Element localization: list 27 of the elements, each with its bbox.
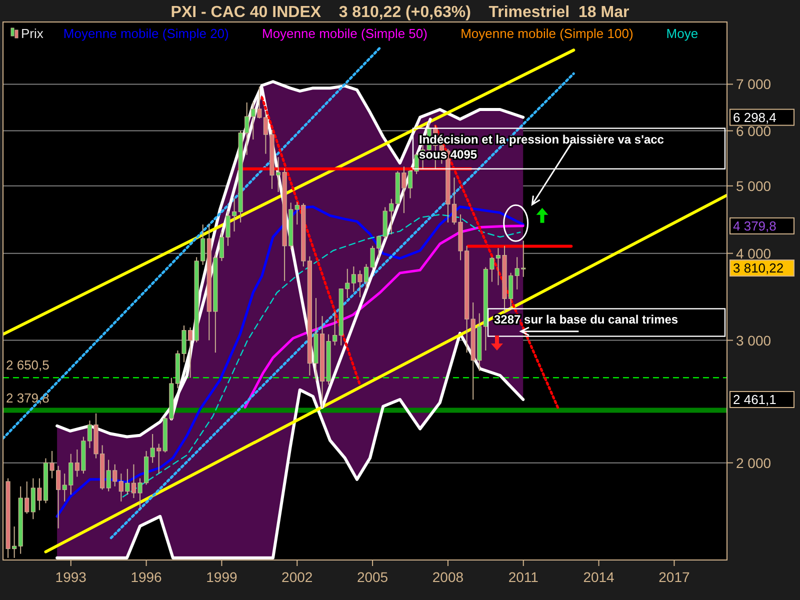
text: 3 810,22 bbox=[733, 260, 784, 276]
x-tick-label: 2005 bbox=[356, 569, 388, 585]
legend-label: Prix bbox=[21, 26, 44, 41]
x-tick-label: 2014 bbox=[583, 569, 615, 585]
y-tick-label: 5 000 bbox=[736, 178, 772, 194]
x-tick-label: 2002 bbox=[282, 569, 313, 585]
text: Moyenne mobile (Simple 20) bbox=[63, 26, 229, 41]
x-tick-label: 1999 bbox=[206, 569, 238, 585]
ref-line-label: 2 650,5 bbox=[6, 358, 50, 373]
y-tick-label: 3 000 bbox=[736, 332, 772, 348]
chart-title: PXI - CAC 40 INDEX 3 810,22 (+0,63%) Trimestriel 18 Mar bbox=[170, 4, 630, 21]
x-tick-label: 1996 bbox=[130, 569, 162, 585]
text: 4 379,8 bbox=[733, 218, 776, 234]
text: 2 461,1 bbox=[733, 392, 776, 408]
x-tick-label: 2017 bbox=[658, 569, 690, 585]
text: Moye bbox=[666, 26, 698, 41]
x-tick-label: 1993 bbox=[55, 569, 87, 585]
legend-label: Moyenne mobile (Simple 100) bbox=[460, 26, 634, 41]
line-series bbox=[56, 332, 525, 560]
y-tick-label: 4 000 bbox=[736, 245, 772, 262]
y-tick-label: 6 000 bbox=[736, 122, 772, 139]
y-tick-label: 7 000 bbox=[736, 76, 772, 92]
x-tick-label: 2008 bbox=[432, 569, 464, 585]
text: 6 298,4 bbox=[733, 110, 776, 125]
y-tick-label: 2 000 bbox=[736, 454, 772, 471]
x-tick-label: 2011 bbox=[508, 569, 539, 585]
text: Moyenne mobile (Simple 50) bbox=[262, 26, 428, 41]
